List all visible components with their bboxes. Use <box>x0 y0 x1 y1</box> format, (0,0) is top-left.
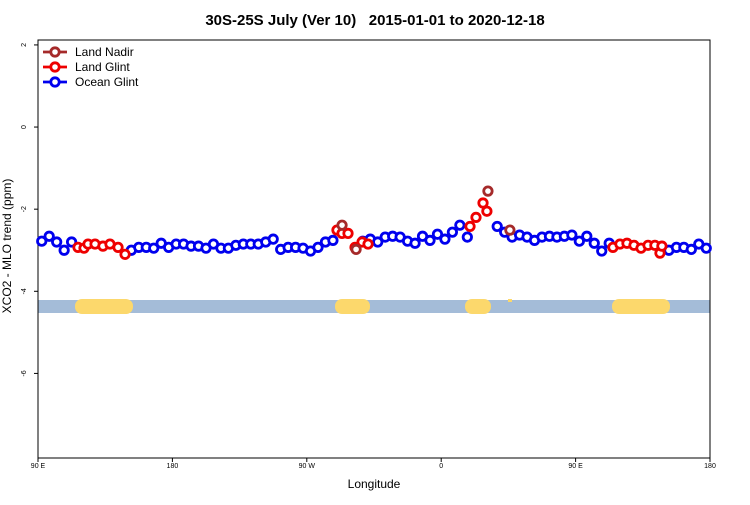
point <box>685 243 697 256</box>
point <box>36 235 48 247</box>
x-tick-label: 180 <box>167 463 179 470</box>
point <box>461 231 473 243</box>
x-tick-label: 90 E <box>568 463 583 470</box>
y-tick-label: 0 <box>21 125 28 129</box>
point <box>481 205 493 217</box>
land-band <box>612 299 670 314</box>
y-tick-label: -6 <box>21 370 28 376</box>
legend-marker <box>49 61 61 73</box>
point <box>566 229 578 241</box>
y-tick-label: -2 <box>21 206 28 212</box>
point <box>431 228 444 240</box>
point <box>446 226 458 238</box>
y-tick-label: -4 <box>21 288 28 294</box>
point <box>700 242 712 254</box>
point <box>362 238 374 250</box>
chart-title: 30S-25S July (Ver 10) 2015-01-01 to 2020… <box>205 12 544 29</box>
land-band <box>335 299 370 314</box>
point <box>588 237 600 249</box>
point <box>424 234 436 246</box>
surface-band <box>38 299 710 314</box>
point <box>409 237 421 249</box>
ocean-band <box>38 300 710 313</box>
point <box>350 243 362 256</box>
point <box>656 240 668 252</box>
x-tick-label: 0 <box>439 463 443 470</box>
point <box>596 245 608 257</box>
x-tick-label: 90 E <box>31 463 46 470</box>
land-band <box>508 299 512 302</box>
point <box>43 230 55 242</box>
point <box>112 241 124 253</box>
y-tick-label: 2 <box>21 43 28 47</box>
point <box>470 211 482 223</box>
point <box>267 233 279 245</box>
point <box>573 235 585 247</box>
point <box>581 230 593 242</box>
point <box>336 219 348 231</box>
legend-marker <box>49 46 61 58</box>
legend-label: Land Glint <box>75 60 130 74</box>
land-band <box>75 299 133 314</box>
point <box>454 219 466 231</box>
x-tick-label: 90 W <box>299 463 316 470</box>
point <box>439 233 451 245</box>
land-band <box>465 299 491 314</box>
legend-marker <box>49 76 61 88</box>
point <box>342 227 354 239</box>
point <box>58 244 70 256</box>
point <box>504 224 516 236</box>
point <box>491 220 503 233</box>
legend-label: Land Nadir <box>75 45 134 59</box>
y-axis-label: XCO2 - MLO trend (ppm) <box>0 179 14 314</box>
legend-label: Ocean Glint <box>75 75 139 89</box>
point <box>372 236 384 248</box>
point <box>51 236 63 248</box>
x-axis-label: Longitude <box>348 477 401 491</box>
point <box>464 220 476 233</box>
point <box>327 234 339 246</box>
point <box>148 242 160 254</box>
point <box>482 185 494 197</box>
x-tick-label: 180 <box>704 463 716 470</box>
point <box>119 248 131 260</box>
point <box>312 241 324 253</box>
